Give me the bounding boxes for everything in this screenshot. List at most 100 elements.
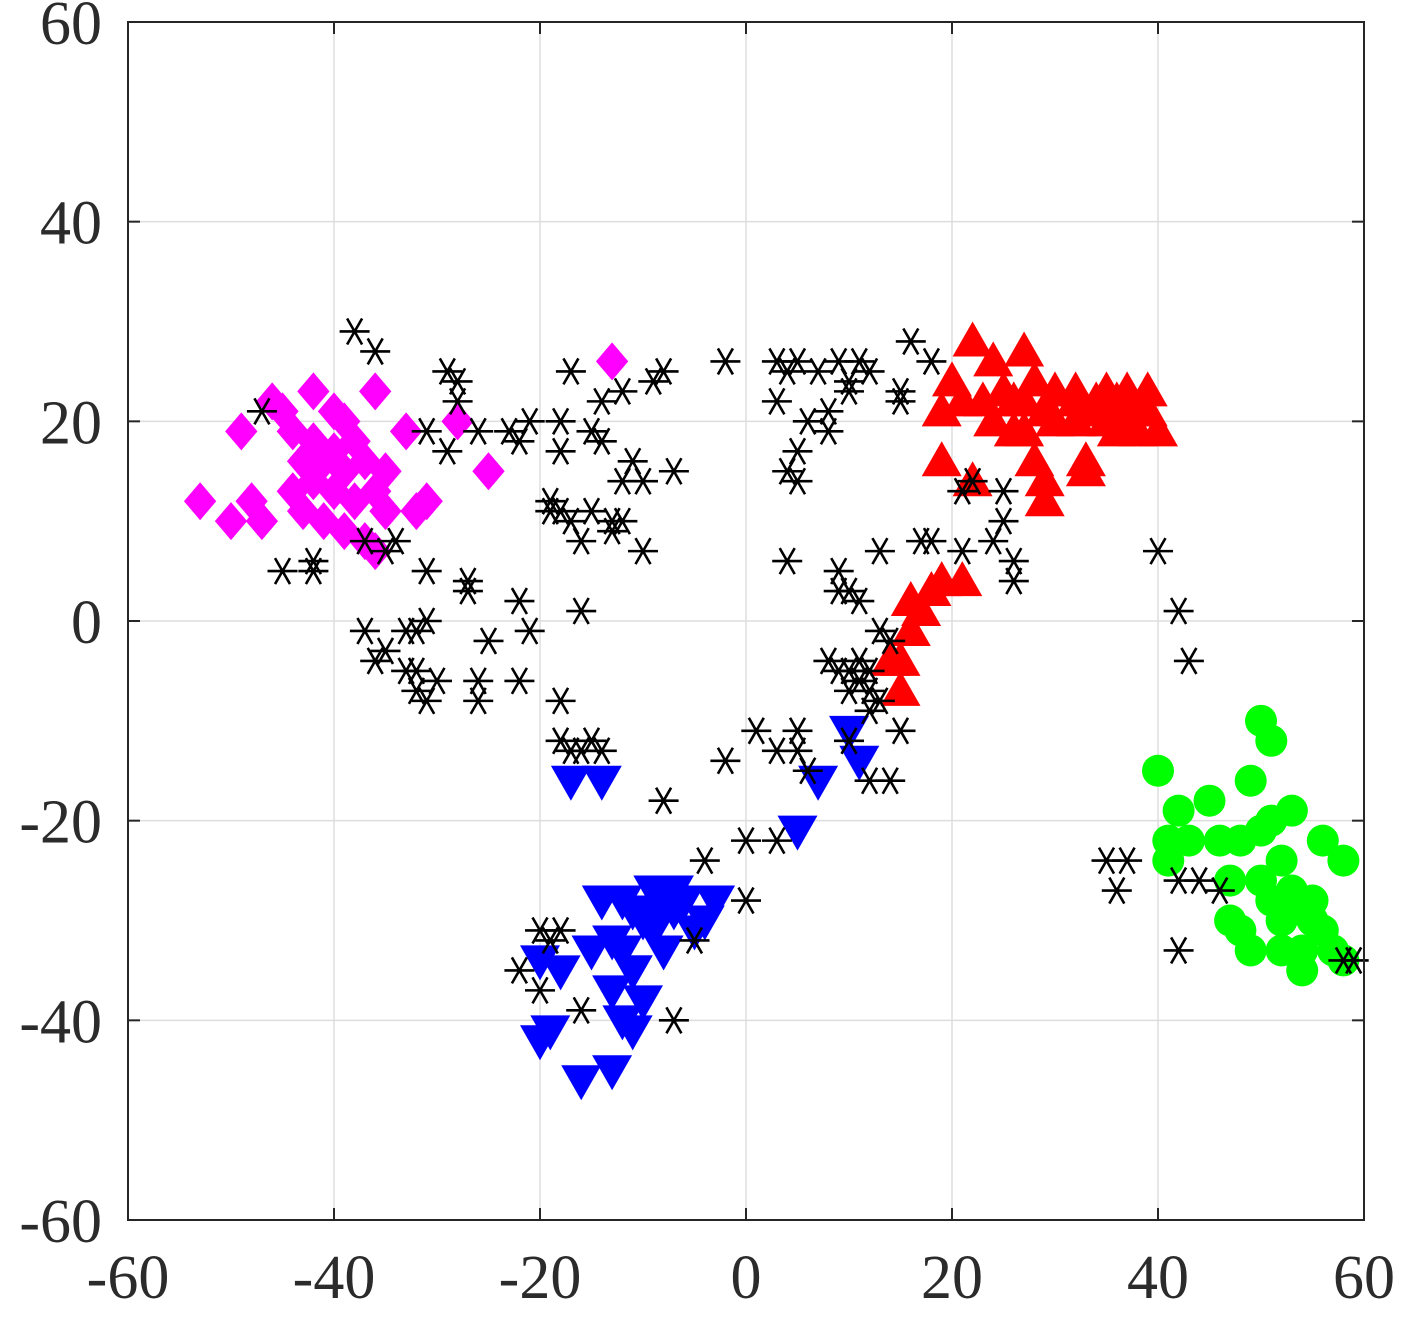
asterisk-point — [854, 677, 885, 705]
asterisk-point — [432, 357, 463, 386]
triangle-up-point — [942, 561, 983, 597]
triangle-down-point — [540, 955, 581, 991]
asterisk-point — [349, 527, 380, 555]
asterisk-point — [452, 577, 483, 605]
y-tick-label: 60 — [40, 0, 102, 58]
asterisk-point — [988, 507, 1019, 535]
series-diamond — [183, 342, 629, 571]
triangle-up-point — [921, 391, 962, 427]
diamond-point — [245, 502, 279, 541]
asterisk-point — [731, 826, 761, 855]
asterisk-point — [844, 667, 875, 695]
diamond-point — [317, 432, 351, 471]
triangle-down-point — [623, 985, 663, 1021]
x-tick-label: 20 — [921, 1244, 983, 1312]
triangle-down-point — [581, 765, 622, 801]
asterisk-point — [566, 527, 597, 555]
circle-point — [1152, 844, 1185, 877]
diamond-point — [183, 482, 217, 521]
asterisk-point — [339, 317, 370, 346]
asterisk-point — [411, 687, 442, 715]
asterisk-point — [504, 667, 535, 695]
asterisk-point — [988, 477, 1019, 505]
asterisk-point — [916, 527, 947, 555]
asterisk-point — [1163, 597, 1194, 625]
asterisk-point — [597, 517, 628, 545]
asterisk-point — [792, 407, 823, 435]
asterisk-point — [545, 497, 576, 525]
y-tick-label: -20 — [19, 789, 102, 857]
diamond-point — [297, 372, 330, 411]
triangle-down-point — [561, 1065, 602, 1101]
asterisk-point — [442, 367, 473, 396]
triangle-up-point — [1138, 411, 1178, 447]
triangle-down-point — [829, 715, 869, 751]
asterisk-point — [782, 467, 813, 495]
asterisk-point — [401, 677, 432, 705]
triangle-down-point — [643, 935, 684, 971]
asterisk-point — [566, 996, 597, 1024]
triangle-down-point — [571, 935, 612, 971]
asterisk-point — [813, 397, 844, 425]
asterisk-point — [998, 567, 1029, 595]
x-tick-label: 60 — [1333, 1244, 1395, 1312]
asterisk-point — [555, 357, 586, 386]
circle-point — [1234, 764, 1267, 797]
triangle-up-point — [1024, 461, 1065, 497]
diamond-point — [369, 452, 402, 491]
asterisk-point — [978, 527, 1009, 555]
asterisk-point — [370, 537, 401, 565]
triangle-up-point — [880, 670, 921, 706]
series-triangle-up — [870, 321, 1178, 706]
asterisk-point — [772, 357, 803, 386]
asterisk-point — [679, 926, 710, 955]
triangle-up-point — [880, 640, 921, 676]
asterisk-point — [895, 327, 926, 356]
asterisk-point — [586, 427, 617, 455]
y-tick-label: -60 — [19, 1188, 102, 1256]
asterisk-point — [349, 617, 380, 645]
asterisk-point — [731, 886, 761, 915]
circle-point — [1234, 934, 1267, 967]
asterisk-point — [710, 747, 741, 775]
x-tick-label: 40 — [1127, 1244, 1189, 1312]
asterisk-point — [617, 447, 648, 475]
asterisk-point — [834, 727, 864, 755]
asterisk-point — [504, 956, 535, 985]
x-tick-label: 0 — [731, 1244, 762, 1312]
triangle-up-point — [952, 321, 993, 357]
asterisk-point — [947, 537, 978, 565]
x-tick-label: -60 — [87, 1244, 170, 1312]
triangle-up-point — [890, 610, 931, 646]
x-tick-label: -40 — [293, 1244, 376, 1312]
y-tick-label: 0 — [71, 589, 102, 657]
axes-box — [127, 21, 1365, 1221]
asterisk-point — [782, 737, 813, 765]
asterisk-point — [1328, 946, 1359, 975]
asterisk-point — [1101, 876, 1132, 905]
data-points — [183, 317, 1369, 1101]
asterisk-point — [885, 387, 916, 416]
triangle-up-point — [1127, 371, 1168, 407]
y-tick-label: 20 — [40, 389, 102, 457]
circle-point — [1306, 824, 1339, 857]
asterisk-point — [998, 547, 1029, 575]
diamond-point — [472, 452, 505, 491]
asterisk-point — [545, 687, 576, 715]
asterisk-point — [401, 657, 432, 685]
asterisk-point — [875, 627, 906, 655]
asterisk-point — [864, 617, 895, 645]
asterisk-point — [411, 557, 442, 585]
series-circle — [1142, 704, 1360, 987]
triangle-down-point — [695, 885, 736, 921]
asterisk-point — [710, 347, 741, 376]
diamond-point — [369, 492, 402, 531]
triangle-down-point — [550, 765, 591, 801]
asterisk-point — [813, 417, 844, 445]
series-asterisk — [246, 317, 1369, 1034]
circle-point — [1193, 784, 1226, 817]
triangle-down-point — [592, 1055, 633, 1091]
asterisk-point — [535, 487, 566, 515]
triangle-up-point — [1004, 411, 1045, 447]
asterisk-point — [576, 727, 607, 755]
